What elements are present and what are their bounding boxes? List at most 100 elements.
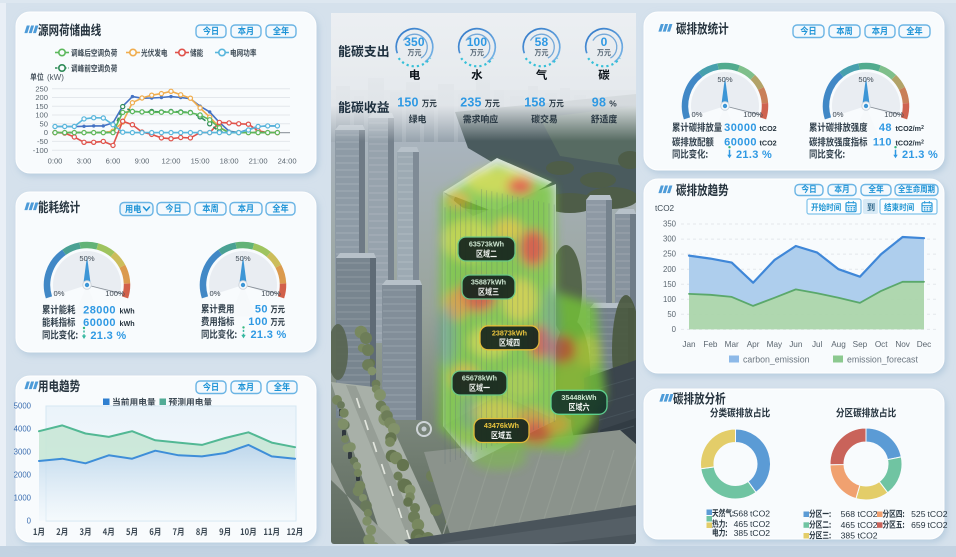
- svg-text:tCO2: tCO2: [760, 139, 777, 148]
- svg-text:Feb: Feb: [703, 340, 718, 349]
- svg-text:Jun: Jun: [789, 340, 803, 349]
- svg-text:100: 100: [248, 316, 268, 328]
- svg-text:21.3 %: 21.3 %: [90, 330, 126, 342]
- svg-text:659: 659: [911, 520, 926, 530]
- svg-text:250: 250: [663, 250, 677, 259]
- svg-text:tCO2: tCO2: [760, 124, 777, 133]
- svg-text:-100: -100: [33, 146, 48, 155]
- svg-text:-50: -50: [37, 137, 48, 146]
- svg-text:60000: 60000: [83, 317, 116, 329]
- svg-text:Aug: Aug: [831, 340, 846, 349]
- svg-text:0: 0: [27, 516, 32, 525]
- svg-text:0%: 0%: [833, 110, 844, 119]
- svg-text:28000: 28000: [83, 304, 116, 316]
- svg-text:carbon_emission: carbon_emission: [743, 355, 810, 365]
- svg-text:300: 300: [663, 235, 677, 244]
- svg-text:1000: 1000: [14, 493, 32, 502]
- svg-text:tCO2: tCO2: [655, 204, 675, 213]
- svg-text:63573kWh: 63573kWh: [469, 240, 504, 249]
- svg-text:385: 385: [734, 528, 749, 538]
- svg-text:100: 100: [35, 111, 48, 120]
- svg-text:tCO2: tCO2: [750, 508, 770, 518]
- svg-text:(kW): (kW): [47, 73, 64, 82]
- svg-text:21.3 %: 21.3 %: [736, 149, 772, 161]
- svg-text:21:00: 21:00: [249, 157, 268, 166]
- svg-text:0: 0: [672, 325, 677, 334]
- svg-text:4000: 4000: [14, 425, 32, 434]
- svg-text:tCO2: tCO2: [858, 509, 878, 519]
- svg-text:350: 350: [404, 35, 425, 49]
- svg-text:465: 465: [734, 519, 749, 529]
- svg-text:50%: 50%: [858, 75, 873, 84]
- svg-text:Dec: Dec: [917, 340, 932, 349]
- svg-text:0:00: 0:00: [48, 157, 63, 166]
- svg-text:35887kWh: 35887kWh: [471, 278, 506, 287]
- svg-text:58: 58: [535, 35, 549, 49]
- svg-text:50: 50: [40, 119, 48, 128]
- svg-text:50%: 50%: [717, 75, 732, 84]
- svg-text:568: 568: [734, 508, 749, 518]
- svg-text:100: 100: [663, 295, 677, 304]
- svg-text:kWh: kWh: [120, 319, 135, 328]
- svg-text:Apr: Apr: [747, 340, 760, 349]
- svg-text:235: 235: [460, 96, 481, 110]
- svg-text:6:00: 6:00: [106, 157, 121, 166]
- svg-text:0%: 0%: [692, 110, 703, 119]
- svg-text:3:00: 3:00: [77, 157, 92, 166]
- svg-text:100: 100: [467, 35, 488, 49]
- svg-text:tCO2: tCO2: [750, 528, 770, 538]
- svg-text:%: %: [609, 99, 617, 109]
- svg-text:5000: 5000: [14, 402, 32, 411]
- svg-text:18:00: 18:00: [220, 157, 239, 166]
- svg-text:385: 385: [841, 531, 856, 541]
- svg-text:100%: 100%: [884, 110, 904, 119]
- svg-text:100%: 100%: [261, 289, 281, 298]
- svg-text:465: 465: [841, 520, 856, 530]
- svg-text:100%: 100%: [743, 110, 763, 119]
- svg-text:Sep: Sep: [853, 340, 868, 349]
- svg-text:43476kWh: 43476kWh: [484, 421, 519, 430]
- svg-text:23873kWh: 23873kWh: [492, 328, 527, 337]
- svg-text:50%: 50%: [235, 254, 250, 263]
- svg-text:Jan: Jan: [682, 340, 696, 349]
- svg-text:21.3 %: 21.3 %: [902, 149, 938, 161]
- svg-text:48: 48: [879, 122, 892, 134]
- svg-text:150: 150: [397, 96, 418, 110]
- svg-text:Oct: Oct: [875, 340, 888, 349]
- svg-text:65678kWh: 65678kWh: [462, 374, 497, 383]
- svg-text:0: 0: [44, 128, 48, 137]
- svg-text:24:00: 24:00: [278, 157, 297, 166]
- svg-text:emission_forecast: emission_forecast: [847, 355, 918, 365]
- svg-text:0%: 0%: [210, 289, 221, 298]
- svg-text:tCO2: tCO2: [750, 519, 770, 529]
- svg-text:May: May: [767, 340, 783, 349]
- svg-text:35448kWh: 35448kWh: [561, 393, 596, 402]
- svg-text:tCO2: tCO2: [858, 531, 878, 541]
- svg-text:tCO2/m2: tCO2/m2: [896, 139, 925, 148]
- svg-text:350: 350: [663, 220, 677, 229]
- svg-text:tCO2/m2: tCO2/m2: [896, 124, 925, 133]
- svg-text:98: 98: [592, 96, 606, 110]
- svg-text:tCO2: tCO2: [928, 520, 948, 530]
- svg-text:15:00: 15:00: [191, 157, 210, 166]
- svg-text:158: 158: [524, 96, 545, 110]
- svg-text:525: 525: [911, 509, 926, 519]
- svg-text:tCO2: tCO2: [858, 520, 878, 530]
- svg-text:0: 0: [601, 35, 608, 49]
- svg-text:2000: 2000: [14, 470, 32, 479]
- svg-text:50: 50: [667, 310, 676, 319]
- svg-text:kWh: kWh: [120, 306, 135, 315]
- svg-text:3000: 3000: [14, 447, 32, 456]
- svg-text:50: 50: [255, 304, 268, 316]
- svg-text:150: 150: [663, 280, 677, 289]
- svg-text:21.3 %: 21.3 %: [251, 329, 287, 341]
- svg-text:Jul: Jul: [812, 340, 823, 349]
- svg-text:110: 110: [873, 137, 892, 149]
- svg-text:Mar: Mar: [725, 340, 739, 349]
- svg-text:0%: 0%: [54, 289, 65, 298]
- svg-text:12:00: 12:00: [161, 157, 180, 166]
- svg-text:tCO2: tCO2: [928, 509, 948, 519]
- svg-text:100%: 100%: [105, 289, 125, 298]
- svg-text:60000: 60000: [724, 137, 757, 149]
- svg-text:9:00: 9:00: [135, 157, 150, 166]
